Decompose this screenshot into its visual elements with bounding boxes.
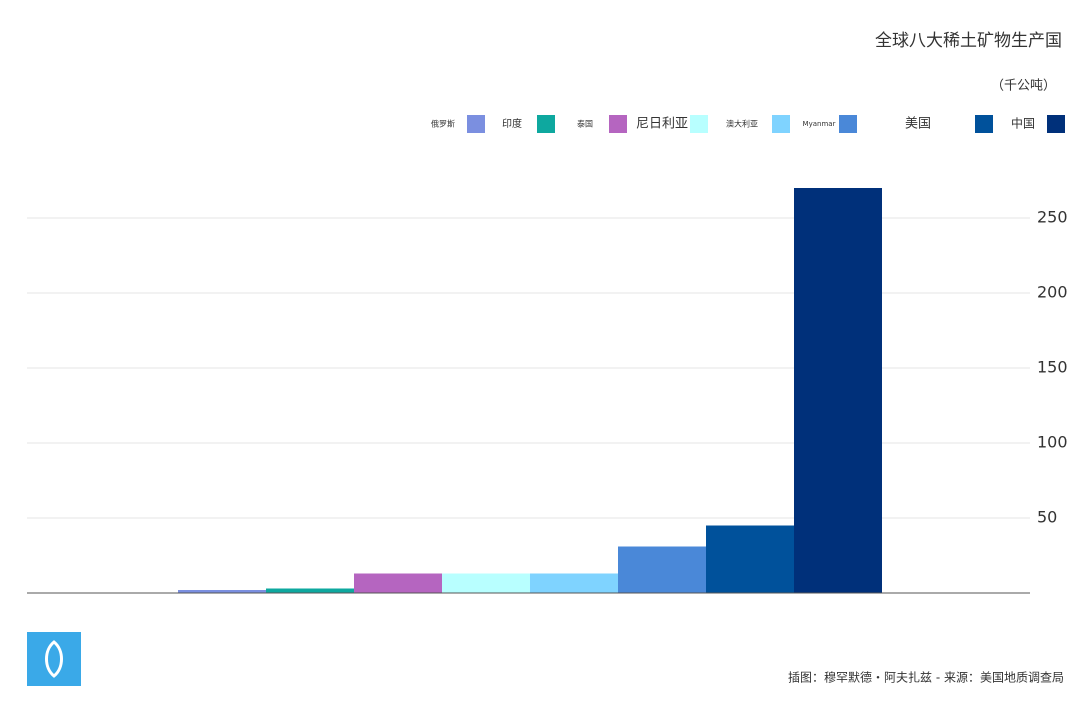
chart-subtitle: （千公吨）: [991, 79, 1056, 94]
bar: [530, 573, 618, 593]
bar: [794, 188, 882, 593]
logo: [27, 632, 81, 686]
bar: [178, 590, 266, 593]
y-tick-label: 200: [1037, 283, 1068, 302]
bar: [442, 573, 530, 593]
legend-label: Myanmar: [803, 120, 836, 128]
chart-title: 全球八大稀土矿物生产国: [875, 31, 1062, 51]
legend-swatch: [609, 115, 627, 133]
y-tick-label: 150: [1037, 358, 1068, 377]
legend-label: 中国: [1011, 116, 1035, 131]
legend-swatch: [975, 115, 993, 133]
legend-swatch: [839, 115, 857, 133]
y-tick-label: 100: [1037, 433, 1068, 452]
bar: [354, 573, 442, 593]
legend-swatch: [772, 115, 790, 133]
bar: [618, 546, 706, 593]
legend-label: 泰国: [577, 119, 593, 129]
bar: [706, 525, 794, 593]
legend-label: 俄罗斯: [431, 119, 455, 129]
legend-swatch: [467, 115, 485, 133]
legend-swatch: [690, 115, 708, 133]
y-tick-label: 250: [1037, 208, 1068, 227]
legend-swatch: [1047, 115, 1065, 133]
legend-label: 印度: [502, 117, 522, 130]
legend-swatch: [537, 115, 555, 133]
source-note: 插图：穆罕默德・阿夫扎兹 - 来源：美国地质调查局: [788, 670, 1064, 685]
legend-label: 尼日利亚: [636, 117, 688, 132]
bar: [266, 588, 354, 593]
legend-label: 澳大利亚: [726, 119, 758, 129]
y-tick-label: 50: [1037, 508, 1057, 527]
legend-label: 美国: [905, 117, 931, 132]
